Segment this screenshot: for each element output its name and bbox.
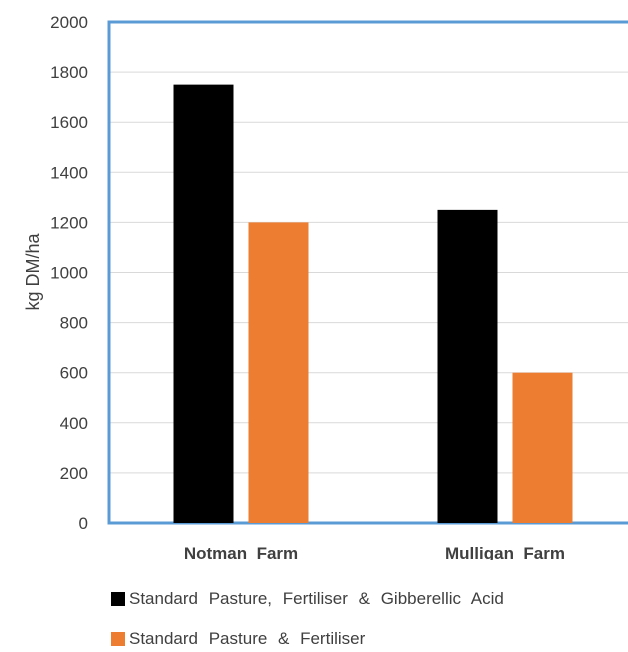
legend-item-series-2: Standard Pasture & Fertiliser — [111, 629, 365, 649]
bar-series-2-2 — [512, 372, 573, 523]
y-tick-label: 800 — [60, 314, 88, 333]
legend-swatch-series-1 — [111, 592, 125, 606]
y-axis-tick-labels: 0 200 400 600 800 1000 1200 1400 1600 1800 2000 — [50, 13, 88, 533]
x-category-label: Notman Farm — [184, 544, 298, 560]
bar-chart: 0 200 400 600 800 1000 1200 1400 1600 1800 2000 No… — [23, 13, 628, 560]
bar-series-2-1 — [248, 222, 309, 523]
legend-label-series-1: Standard Pasture, Fertiliser & Gibberell… — [129, 589, 504, 608]
y-tick-label: 1800 — [50, 63, 88, 82]
y-tick-label: 2000 — [50, 13, 88, 32]
legend-swatch-series-2 — [111, 632, 125, 646]
y-tick-label: 1400 — [50, 163, 88, 182]
y-tick-label: 0 — [79, 514, 88, 533]
bar-series-1-2 — [437, 209, 498, 523]
legend-item-series-1: Standard Pasture, Fertiliser & Gibberell… — [111, 589, 504, 609]
x-category-label: Mulligan Farm — [445, 544, 565, 560]
y-tick-label: 600 — [60, 364, 88, 383]
bar-series-1-1 — [173, 84, 234, 523]
y-tick-label: 200 — [60, 464, 88, 483]
y-tick-label: 1200 — [50, 213, 88, 232]
y-axis-label: kg DM/ha — [23, 232, 43, 310]
legend-label-series-2: Standard Pasture & Fertiliser — [129, 629, 366, 648]
y-tick-label: 1600 — [50, 113, 88, 132]
x-axis-category-labels: Notman Farm Mulligan Farm — [184, 544, 565, 560]
y-tick-label: 400 — [60, 414, 88, 433]
plot-area-border — [107, 20, 628, 525]
bars — [173, 84, 573, 523]
y-tick-label: 1000 — [50, 264, 88, 283]
